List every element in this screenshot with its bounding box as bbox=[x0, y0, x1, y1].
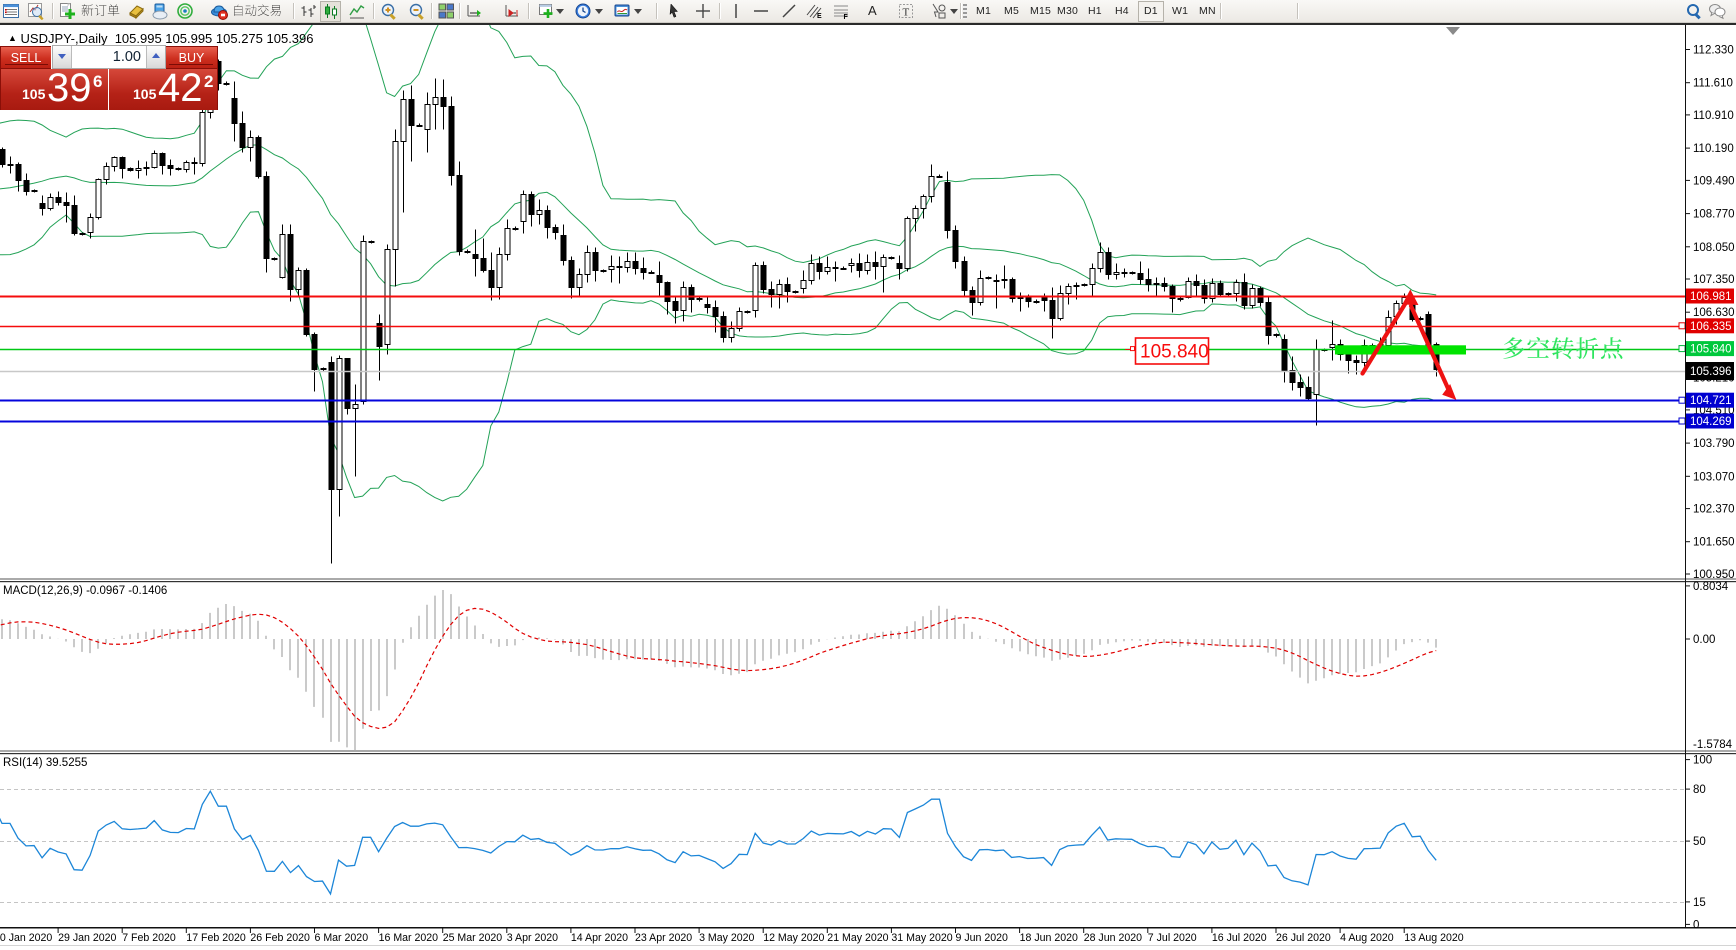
svg-text:104.721: 104.721 bbox=[1690, 395, 1732, 407]
svg-text:F: F bbox=[844, 14, 849, 20]
svg-text:108.050: 108.050 bbox=[1693, 242, 1735, 254]
svg-text:25 Mar 2020: 25 Mar 2020 bbox=[443, 932, 503, 944]
svg-text:7 Feb 2020: 7 Feb 2020 bbox=[122, 932, 176, 944]
svg-text:111.610: 111.610 bbox=[1693, 78, 1733, 90]
svg-text:105.396: 105.396 bbox=[1690, 366, 1732, 378]
svg-text:110.190: 110.190 bbox=[1693, 143, 1734, 155]
svg-text:26 Jul 2020: 26 Jul 2020 bbox=[1276, 932, 1331, 944]
svg-text:12 May 2020: 12 May 2020 bbox=[763, 932, 824, 944]
svg-text:106.335: 106.335 bbox=[1690, 321, 1732, 333]
svg-text:28 Jun 2020: 28 Jun 2020 bbox=[1084, 932, 1142, 944]
svg-text:103.070: 103.070 bbox=[1693, 471, 1735, 483]
svg-text:110.910: 110.910 bbox=[1693, 110, 1734, 122]
svg-text:80: 80 bbox=[1693, 784, 1706, 796]
svg-text:0.8034: 0.8034 bbox=[1693, 581, 1729, 593]
svg-text:MACD(12,26,9) -0.0967 -0.1406: MACD(12,26,9) -0.0967 -0.1406 bbox=[3, 585, 167, 597]
svg-text:101.650: 101.650 bbox=[1693, 537, 1735, 549]
svg-text:106.981: 106.981 bbox=[1690, 291, 1732, 303]
svg-text:108.770: 108.770 bbox=[1693, 209, 1735, 221]
svg-text:100: 100 bbox=[1693, 755, 1712, 767]
svg-text:109.490: 109.490 bbox=[1693, 175, 1735, 187]
svg-text:3 Apr 2020: 3 Apr 2020 bbox=[507, 932, 558, 944]
svg-text:15: 15 bbox=[1693, 897, 1706, 909]
svg-text:112.330: 112.330 bbox=[1693, 45, 1734, 57]
svg-text:9 Jun 2020: 9 Jun 2020 bbox=[956, 932, 1009, 944]
svg-text:100.950: 100.950 bbox=[1693, 569, 1735, 581]
svg-text:50: 50 bbox=[1693, 836, 1706, 848]
svg-text:103.790: 103.790 bbox=[1693, 438, 1735, 450]
svg-text:0.00: 0.00 bbox=[1693, 634, 1715, 646]
svg-text:7 Jul 2020: 7 Jul 2020 bbox=[1148, 932, 1197, 944]
svg-text:31 May 2020: 31 May 2020 bbox=[891, 932, 952, 944]
svg-text:107.350: 107.350 bbox=[1693, 274, 1735, 286]
svg-text:17 Feb 2020: 17 Feb 2020 bbox=[186, 932, 246, 944]
svg-text:13 Aug 2020: 13 Aug 2020 bbox=[1404, 932, 1464, 944]
svg-text:3 May 2020: 3 May 2020 bbox=[699, 932, 754, 944]
svg-text:106.630: 106.630 bbox=[1693, 307, 1735, 319]
svg-text:105.840: 105.840 bbox=[1690, 344, 1732, 356]
svg-text:105.840: 105.840 bbox=[1140, 342, 1209, 363]
svg-text:26 Feb 2020: 26 Feb 2020 bbox=[250, 932, 310, 944]
svg-text:20 Jan 2020: 20 Jan 2020 bbox=[0, 932, 52, 944]
svg-text:E: E bbox=[817, 13, 822, 20]
svg-text:-1.5784: -1.5784 bbox=[1693, 739, 1733, 751]
svg-text:18 Jun 2020: 18 Jun 2020 bbox=[1020, 932, 1078, 944]
svg-text:16 Jul 2020: 16 Jul 2020 bbox=[1212, 932, 1267, 944]
svg-text:102.370: 102.370 bbox=[1693, 504, 1735, 516]
svg-text:104.269: 104.269 bbox=[1690, 416, 1732, 428]
svg-text:RSI(14) 39.5255: RSI(14) 39.5255 bbox=[3, 757, 87, 769]
svg-text:21 May 2020: 21 May 2020 bbox=[827, 932, 888, 944]
svg-text:6 Mar 2020: 6 Mar 2020 bbox=[315, 932, 369, 944]
svg-text:T: T bbox=[903, 7, 910, 19]
svg-text:0: 0 bbox=[1693, 919, 1699, 931]
svg-text:16 Mar 2020: 16 Mar 2020 bbox=[379, 932, 439, 944]
svg-text:23 Apr 2020: 23 Apr 2020 bbox=[635, 932, 692, 944]
svg-text:14 Apr 2020: 14 Apr 2020 bbox=[571, 932, 628, 944]
svg-text:4 Aug 2020: 4 Aug 2020 bbox=[1340, 932, 1394, 944]
svg-text:29 Jan 2020: 29 Jan 2020 bbox=[58, 932, 116, 944]
